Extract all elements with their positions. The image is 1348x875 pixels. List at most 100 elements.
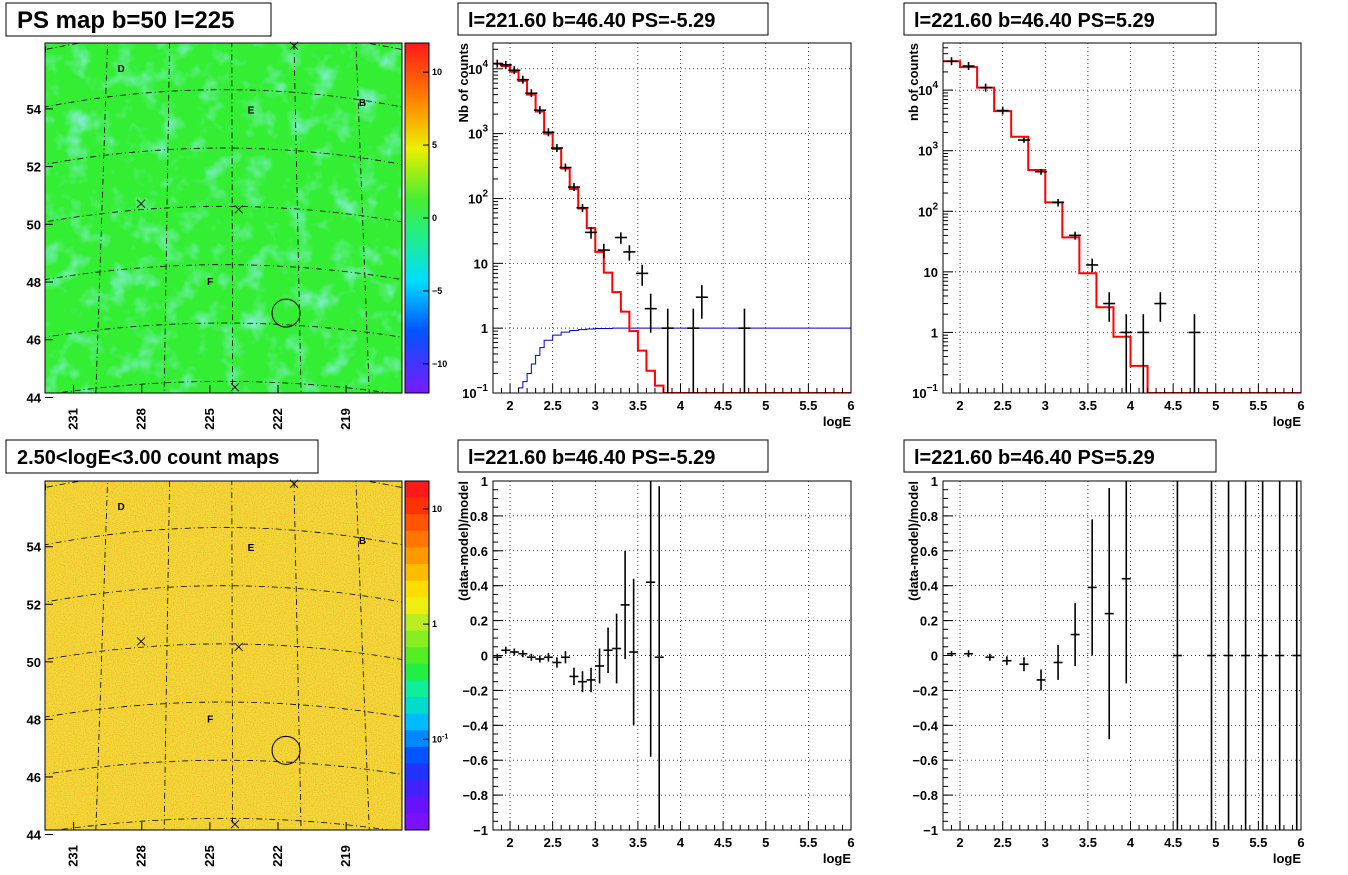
cross-marker <box>230 819 240 829</box>
x-tick-label: 225 <box>202 408 217 430</box>
y-tick-label: 10−1 <box>462 383 488 401</box>
countmap-title: 2.50<logE<3.00 count maps <box>17 447 279 469</box>
meridian-line <box>355 481 370 830</box>
y-tick-label: −0.4 <box>912 718 938 733</box>
spectrum-right-title: l=221.60 b=46.40 PS=5.29 <box>914 10 1155 32</box>
x-tick-label: 222 <box>270 408 285 430</box>
y-axis-label: Nb of counts <box>456 43 471 122</box>
selected-source-circle <box>271 735 301 765</box>
spectrum-right-panel: 2 2.5 3 3.5 4 4.5 5 5.5 610410310210110−1logEnb … <box>906 42 1305 429</box>
y-tick-label: −0.4 <box>462 718 488 733</box>
colorbar-step <box>405 580 429 598</box>
x-tick-label: 219 <box>338 845 353 867</box>
colorbar-tick-label: −10 <box>432 359 447 369</box>
y-tick-label: 10 <box>474 256 488 271</box>
spectrum-left-title: l=221.60 b=46.40 PS=-5.29 <box>468 10 715 32</box>
x-tick-label: 3 <box>592 835 599 850</box>
psmap-axis-ticks: 231 228 225 222 219 54 52 50 48 46 44 <box>27 102 354 430</box>
y-tick-label: 44 <box>27 827 42 842</box>
source-marker-label: D <box>118 64 125 75</box>
cross-marker <box>289 41 299 51</box>
y-tick-label: 1 <box>481 474 488 489</box>
parallel-line <box>45 759 402 775</box>
y-tick-label: 1 <box>931 325 938 340</box>
countmap-axis-ticks: 231 228 225 222 219 54 52 50 48 46 44 <box>27 540 354 867</box>
plot-axes: 2 2.5 3 3.5 4 4.5 5 5.5 6 1 0.8 0.6 0.4 0.2 0 −0.2 −0.4 −… <box>906 474 1305 866</box>
cross-marker <box>234 642 244 652</box>
colorbar-step <box>405 663 429 681</box>
y-tick-label: 10 <box>924 265 938 280</box>
y-tick-label: 0.4 <box>920 579 939 594</box>
source-marker-label: F <box>207 277 213 288</box>
countmap-markers: D B E F <box>118 479 366 829</box>
x-tick-label: 2 <box>506 398 513 413</box>
colorbar-step <box>405 481 429 499</box>
x-tick-label: 3 <box>1042 835 1049 850</box>
x-tick-label: 2.5 <box>544 398 562 413</box>
y-tick-label: −1 <box>923 823 938 838</box>
x-tick-label: 5 <box>1212 398 1219 413</box>
parallel-line <box>45 322 402 338</box>
y-axis-label: (data-model)/model <box>456 481 471 601</box>
y-axis-label: (data-model)/model <box>906 481 921 601</box>
cross-marker <box>289 479 299 489</box>
x-axis-label: logE <box>823 851 851 866</box>
source-marker-label: F <box>207 714 213 725</box>
colorbar-step <box>405 597 429 615</box>
x-tick-label: 6 <box>1297 398 1304 413</box>
y-tick-label: 1 <box>931 474 938 489</box>
parallel-line <box>55 818 392 830</box>
x-tick-label: 219 <box>338 408 353 430</box>
colorbar-step <box>405 647 429 665</box>
parallel-line <box>45 585 402 603</box>
x-tick-label: 3 <box>592 398 599 413</box>
colorbar-step <box>405 547 429 565</box>
x-tick-label: 4.5 <box>1164 835 1182 850</box>
residual-left-title: l=221.60 b=46.40 PS=-5.29 <box>468 447 715 469</box>
colorbar-step <box>405 813 429 831</box>
source-marker-label: E <box>248 543 255 554</box>
colorbar-step <box>405 680 429 698</box>
parallel-line <box>45 147 402 165</box>
x-tick-label: 5 <box>1212 835 1219 850</box>
parallel-line <box>45 205 402 223</box>
y-tick-label: 48 <box>27 712 41 727</box>
colorbar-step <box>405 497 429 515</box>
x-tick-label: 4 <box>677 835 685 850</box>
x-tick-label: 222 <box>270 845 285 867</box>
psmap-texture <box>45 43 402 393</box>
plot-axes: 2 2.5 3 3.5 4 4.5 5 5.5 610410310210110−1logENb … <box>456 43 855 429</box>
efficiency-histogram <box>493 327 851 393</box>
x-tick-label: 225 <box>202 845 217 867</box>
y-tick-label: −0.6 <box>912 753 938 768</box>
x-tick-label: 5.5 <box>1249 398 1267 413</box>
y-tick-label: 104 <box>918 80 938 98</box>
x-tick-label: 231 <box>66 408 81 430</box>
spectrum-left-panel: 2 2.5 3 3.5 4 4.5 5 5.5 610410310210110−1logENb … <box>456 42 855 429</box>
x-tick-label: 228 <box>134 408 149 430</box>
y-tick-label: −0.2 <box>462 683 488 698</box>
y-tick-label: 0.2 <box>470 614 488 629</box>
x-tick-label: 5 <box>762 835 769 850</box>
y-tick-label: −1 <box>473 823 488 838</box>
colorbar-step <box>405 530 429 548</box>
y-tick-label: 54 <box>27 102 42 117</box>
x-tick-label: 4.5 <box>714 398 732 413</box>
parallel-line <box>54 380 392 393</box>
meridian-line <box>293 43 302 393</box>
colorbar-tick-label: 5 <box>432 140 437 150</box>
y-tick-label: 104 <box>468 59 488 77</box>
source-marker-label: B <box>359 98 366 109</box>
y-tick-label: −0.8 <box>462 788 488 803</box>
plot-content <box>493 481 664 829</box>
countmap-colorbar <box>405 481 429 831</box>
y-tick-label: 52 <box>27 597 41 612</box>
psmap-title: PS map b=50 l=225 <box>17 7 234 34</box>
parallel-line <box>45 643 402 660</box>
y-tick-label: 54 <box>27 540 42 555</box>
x-tick-label: 3.5 <box>1079 398 1097 413</box>
parallel-line <box>45 43 402 50</box>
psmap-coordinate-grid <box>45 43 402 393</box>
y-tick-label: 44 <box>27 390 42 405</box>
